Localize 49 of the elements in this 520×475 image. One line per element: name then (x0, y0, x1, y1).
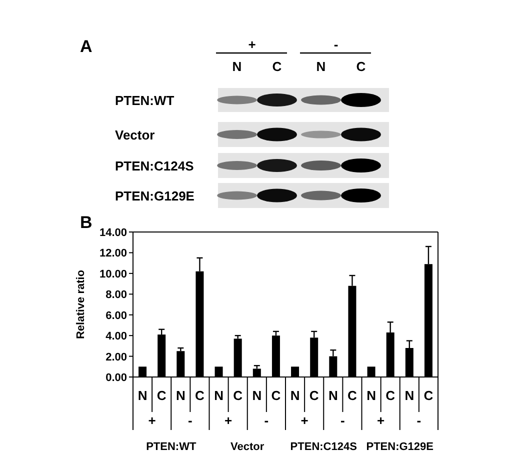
text: N (316, 59, 326, 74)
text: PTEN:WT (115, 93, 174, 108)
x-tick-label: C (348, 388, 358, 403)
text: PTEN:C124S (115, 158, 194, 174)
text: + (300, 413, 309, 428)
x-tick-label: N (404, 388, 414, 403)
text: C (272, 59, 282, 74)
x-tick-label: C (233, 388, 244, 403)
x-tick-label: C (386, 388, 396, 403)
y-tick-label: 4.00 (106, 330, 127, 343)
text: PTEN:C124S (290, 441, 357, 453)
y-tick-label: 6.00 (106, 310, 127, 322)
text: - (334, 37, 338, 52)
x-tick-label: N (214, 388, 224, 403)
text: PTEN:G129E (366, 441, 434, 453)
text: A (80, 37, 92, 56)
text: + (224, 413, 233, 428)
text: B (80, 213, 92, 232)
y-tick-label: 12.00 (99, 248, 127, 260)
text: - (188, 413, 192, 428)
text: N (232, 59, 242, 74)
y-tick-label: 8.00 (106, 289, 127, 302)
text: PTEN:G129E (115, 188, 195, 204)
text: - (340, 413, 345, 428)
text: PTEN:WT (146, 441, 196, 453)
x-tick-label: C (271, 388, 282, 403)
x-tick-label: N (290, 388, 300, 403)
y-tick-label: 14.00 (99, 227, 127, 239)
text: C (356, 59, 366, 74)
x-tick-label: N (176, 388, 186, 403)
text: + (148, 413, 156, 428)
x-tick-label: C (424, 388, 434, 403)
text: + (377, 413, 386, 428)
x-tick-label: C (195, 388, 206, 403)
text: + (248, 37, 256, 52)
x-tick-label: N (328, 388, 338, 403)
text: - (416, 413, 422, 428)
text: - (264, 413, 269, 428)
text: Vector (115, 128, 155, 142)
x-tick-label: N (252, 388, 262, 403)
text: Vector (230, 441, 265, 453)
y-axis-title: Relative ratio (75, 270, 87, 340)
y-tick-label: 10.00 (99, 268, 127, 280)
y-tick-label: 0.00 (106, 372, 127, 384)
x-tick-label: C (156, 388, 167, 403)
x-tick-label: N (366, 388, 376, 403)
y-tick-label: 2.00 (106, 351, 127, 364)
x-tick-label: N (138, 388, 148, 403)
x-tick-label: C (309, 388, 320, 403)
